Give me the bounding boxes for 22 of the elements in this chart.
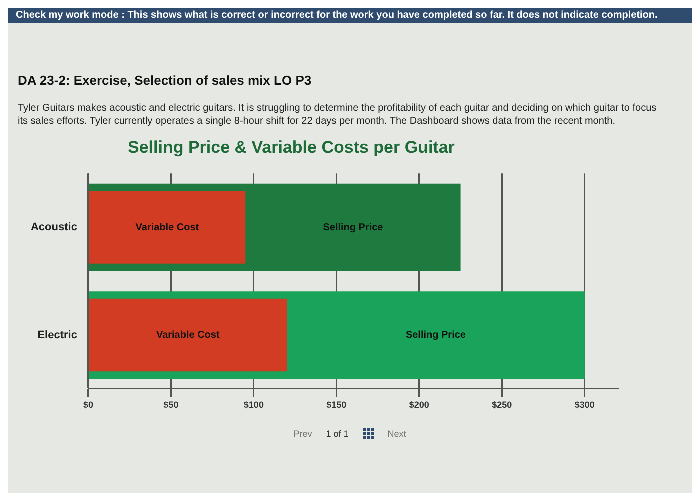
x-tick-label: $0 [83, 400, 94, 410]
series-label: Variable Cost [136, 222, 200, 234]
x-tick-label: $50 [164, 400, 179, 410]
x-tick-label: $300 [574, 400, 595, 410]
text: 1 of 1 [326, 428, 349, 438]
text: Check my work mode : This shows what is correct or incorrect for the work you have completed so far. It does not indicate completion. [8, 8, 692, 23]
chart-title: Selling Price & Variable Costs per Guitar [128, 138, 456, 158]
x-tick-label: $250 [492, 400, 512, 410]
text: DA 23-2: Exercise, Selection of sales mix LO P3 [18, 73, 313, 88]
bar [89, 191, 246, 264]
y-tick-label: Electric [38, 329, 78, 342]
x-tick-label: $150 [326, 400, 347, 410]
text: Tyler Guitars makes acoustic and electric guitars. It is struggling to determine the profitability of each guitar and deciding on which guitar to focus its sales efforts. Tyler currently operates a single 8-hour shift for 22 days per month. The Dashboard shows data from the recent month. [18, 102, 658, 128]
bar [89, 298, 288, 372]
y-tick-label: Acoustic [30, 222, 78, 234]
x-tick-label: $200 [409, 400, 430, 410]
x-tick-label: $100 [244, 400, 264, 410]
text: Variable Cost [156, 330, 220, 342]
series-label: Selling Price [406, 330, 466, 342]
text: Selling Price [323, 222, 384, 234]
text: Next [388, 428, 406, 438]
text: Prev [294, 428, 312, 438]
